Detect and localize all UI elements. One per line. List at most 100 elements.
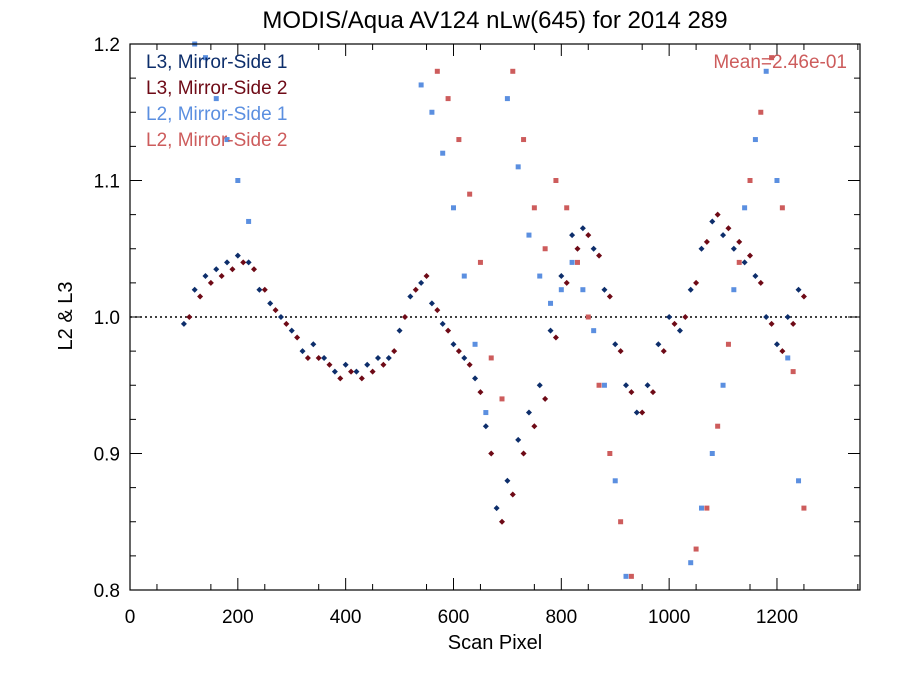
data-point bbox=[720, 382, 726, 388]
data-point bbox=[607, 451, 613, 456]
data-point bbox=[580, 287, 586, 293]
data-point bbox=[623, 573, 629, 579]
data-point bbox=[725, 341, 731, 347]
y-axis-label: L2 & L3 bbox=[55, 282, 77, 351]
data-point bbox=[715, 423, 721, 429]
data-point bbox=[552, 334, 559, 341]
data-point bbox=[483, 410, 489, 416]
data-point bbox=[304, 354, 311, 361]
data-point bbox=[542, 246, 548, 252]
data-point bbox=[434, 68, 440, 74]
x-axis-label: Scan Pixel bbox=[448, 632, 543, 654]
data-point bbox=[213, 96, 219, 102]
data-point bbox=[790, 369, 796, 375]
data-point bbox=[180, 320, 187, 327]
data-point bbox=[418, 82, 424, 88]
data-point bbox=[741, 259, 748, 266]
data-point bbox=[288, 327, 295, 334]
y-tick-label: 1.2 bbox=[94, 35, 120, 56]
data-point bbox=[537, 273, 543, 279]
data-point bbox=[207, 279, 214, 286]
data-point bbox=[218, 273, 225, 280]
data-point bbox=[369, 368, 376, 375]
data-point bbox=[186, 314, 193, 320]
x-tick-label: 400 bbox=[330, 607, 362, 628]
data-point bbox=[628, 389, 635, 396]
data-point bbox=[596, 382, 602, 388]
data-point bbox=[342, 361, 349, 368]
data-point bbox=[531, 205, 537, 211]
data-point bbox=[633, 409, 640, 416]
data-point bbox=[224, 137, 230, 143]
data-point bbox=[331, 368, 338, 375]
data-point bbox=[246, 218, 252, 224]
data-point bbox=[558, 287, 564, 293]
data-point bbox=[428, 300, 435, 307]
data-point bbox=[569, 232, 576, 239]
data-point bbox=[736, 259, 742, 265]
data-point bbox=[234, 252, 241, 259]
data-point bbox=[666, 314, 673, 320]
y-tick-label: 1.1 bbox=[94, 172, 120, 193]
y-tick-label: 0.9 bbox=[94, 445, 120, 466]
data-point bbox=[326, 361, 333, 368]
data-point bbox=[197, 293, 204, 300]
data-point bbox=[714, 211, 721, 218]
data-point bbox=[224, 259, 231, 266]
data-point bbox=[499, 396, 505, 402]
x-tick-label: 0 bbox=[125, 607, 136, 628]
data-point bbox=[623, 382, 630, 389]
data-point bbox=[191, 286, 198, 293]
data-point bbox=[574, 259, 580, 265]
data-point bbox=[612, 478, 618, 484]
data-point bbox=[461, 273, 467, 279]
data-point bbox=[510, 68, 516, 74]
data-point bbox=[294, 334, 301, 341]
data-point bbox=[725, 225, 732, 232]
data-point bbox=[245, 259, 252, 266]
data-point bbox=[800, 293, 807, 300]
data-point bbox=[482, 423, 489, 430]
data-point bbox=[267, 300, 274, 307]
data-point bbox=[455, 348, 462, 355]
data-point bbox=[553, 178, 559, 183]
data-point bbox=[358, 375, 365, 382]
data-point bbox=[526, 232, 532, 238]
data-point bbox=[407, 293, 414, 300]
data-point bbox=[466, 361, 473, 368]
data-point bbox=[531, 423, 538, 430]
data-point bbox=[504, 96, 510, 102]
data-point bbox=[693, 546, 699, 552]
data-point bbox=[548, 300, 554, 306]
data-point bbox=[202, 273, 209, 280]
data-point bbox=[499, 518, 506, 525]
data-point bbox=[730, 245, 737, 252]
data-point bbox=[375, 354, 382, 361]
data-point bbox=[698, 245, 705, 252]
data-point bbox=[251, 266, 258, 273]
mean-annotation: Mean=2.46e-01 bbox=[713, 52, 847, 73]
x-tick-label: 200 bbox=[222, 607, 254, 628]
data-point bbox=[585, 232, 592, 239]
data-point bbox=[488, 450, 495, 457]
data-point bbox=[606, 293, 613, 300]
chart-title: MODIS/Aqua AV124 nLw(645) for 2014 289 bbox=[262, 7, 727, 34]
data-point bbox=[795, 286, 802, 293]
data-point bbox=[423, 273, 430, 280]
data-point bbox=[509, 491, 516, 498]
data-point bbox=[779, 348, 786, 355]
data-point bbox=[612, 341, 619, 348]
data-point bbox=[758, 109, 764, 115]
data-point bbox=[757, 279, 764, 286]
data-point bbox=[456, 137, 462, 143]
data-point bbox=[774, 178, 780, 183]
data-point bbox=[277, 314, 284, 320]
data-point bbox=[676, 327, 683, 334]
data-point bbox=[703, 238, 710, 245]
data-point bbox=[558, 273, 565, 280]
x-tick-label: 1200 bbox=[756, 607, 798, 628]
data-point bbox=[742, 205, 748, 211]
data-point bbox=[720, 232, 727, 239]
data-point bbox=[747, 252, 754, 259]
data-point bbox=[671, 320, 678, 327]
